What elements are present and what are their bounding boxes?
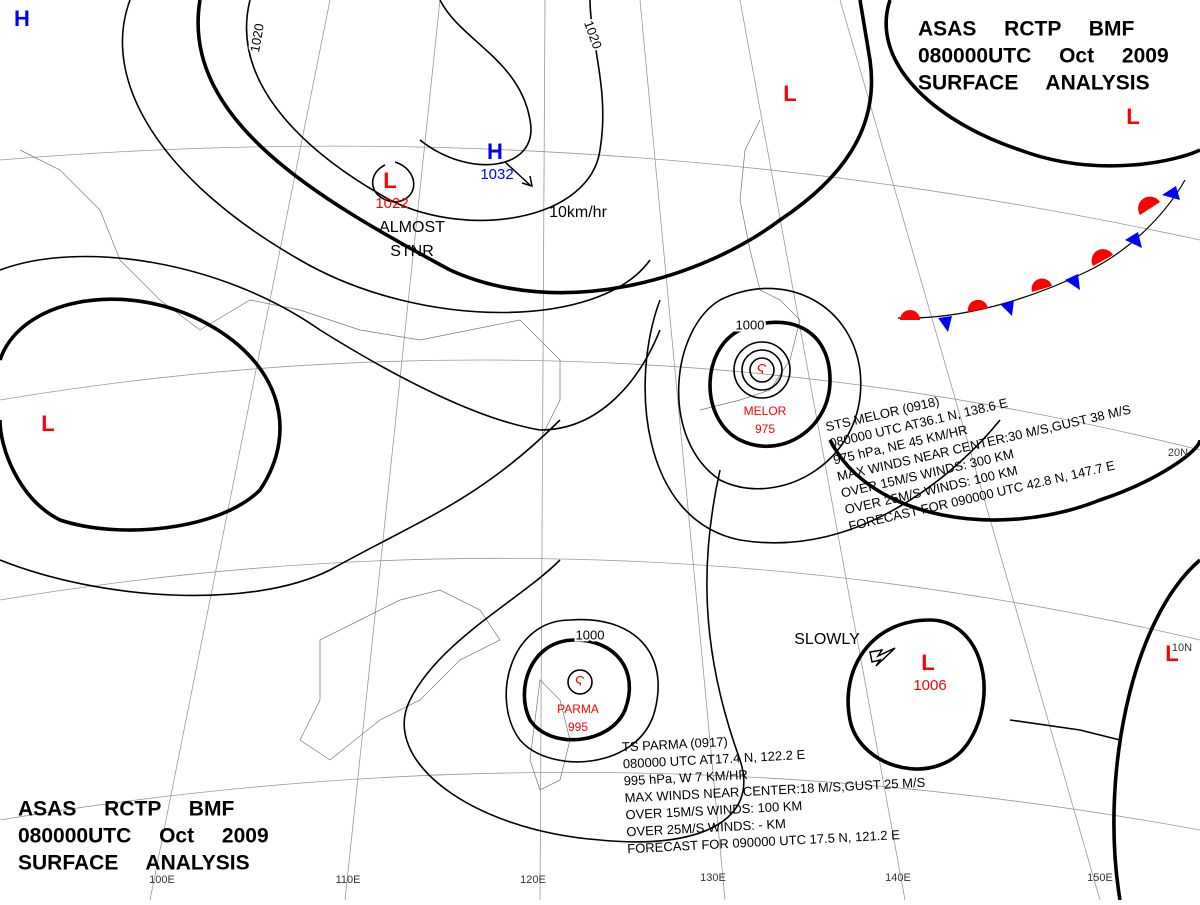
pressure-center: H (487, 139, 503, 164)
grid-label: 140E (885, 872, 911, 884)
svg-text:Ϛ: Ϛ (575, 673, 585, 689)
motion-arrows (504, 161, 896, 667)
header-line: 080000UTC Oct 2009 (918, 45, 1169, 68)
isobar-label: 1000 (576, 627, 605, 642)
annotation: SLOWLY (794, 631, 860, 648)
typhoon-pressure: 995 (568, 720, 588, 734)
header-block: ASAS RCTP BMF 080000UTC Oct 2009 SURFACE A… (18, 798, 269, 875)
typhoon-name: MELOR (744, 404, 787, 418)
pressure-center: L (41, 411, 54, 436)
grid-label: 100E (149, 874, 175, 886)
pressure-center: L (383, 168, 396, 193)
header-block: ASAS RCTP BMF 080000UTC Oct 2009 SURFACE A… (918, 18, 1169, 95)
typhoon-symbols: Ϛ Ϛ (575, 361, 767, 689)
pressure-center: L (1165, 641, 1178, 666)
central-pressure: 1022 (375, 195, 408, 212)
header-line: SURFACE ANALYSIS (918, 72, 1150, 95)
grid-label: 130E (700, 872, 726, 884)
annotation: ALMOST (379, 219, 445, 236)
header-line: 080000UTC Oct 2009 (18, 825, 269, 848)
isobar-label: 1020 (247, 22, 267, 53)
header-line: ASAS RCTP BMF (918, 18, 1134, 41)
grid-label: 10N (1172, 642, 1192, 654)
typhoon-pressure: 975 (755, 422, 775, 436)
central-pressure: 1032 (480, 166, 513, 183)
bulletin-line: TS PARMA (0917) (622, 734, 729, 755)
grid-label: 120E (520, 874, 546, 886)
pressure-center: L (783, 81, 796, 106)
bulletin-line: 995 hPa, W 7 KM/HR (623, 767, 748, 788)
isobar-label: 1000 (736, 317, 765, 332)
front (897, 179, 1186, 332)
pressure-center: L (1126, 104, 1139, 129)
pressure-center: H (14, 6, 30, 31)
grid-label: 110E (336, 874, 361, 886)
pressure-center: L (921, 650, 934, 675)
header-line: SURFACE ANALYSIS (18, 852, 250, 875)
grid-label: 150E (1087, 872, 1113, 884)
central-pressure: 1006 (913, 677, 946, 694)
header-line: ASAS RCTP BMF (18, 798, 234, 821)
grid-label: 20N (1168, 447, 1188, 459)
svg-text:Ϛ: Ϛ (757, 361, 767, 377)
annotation: 10km/hr (549, 204, 607, 221)
annotation: STNR (390, 243, 434, 260)
typhoon-name: PARMA (557, 702, 599, 716)
